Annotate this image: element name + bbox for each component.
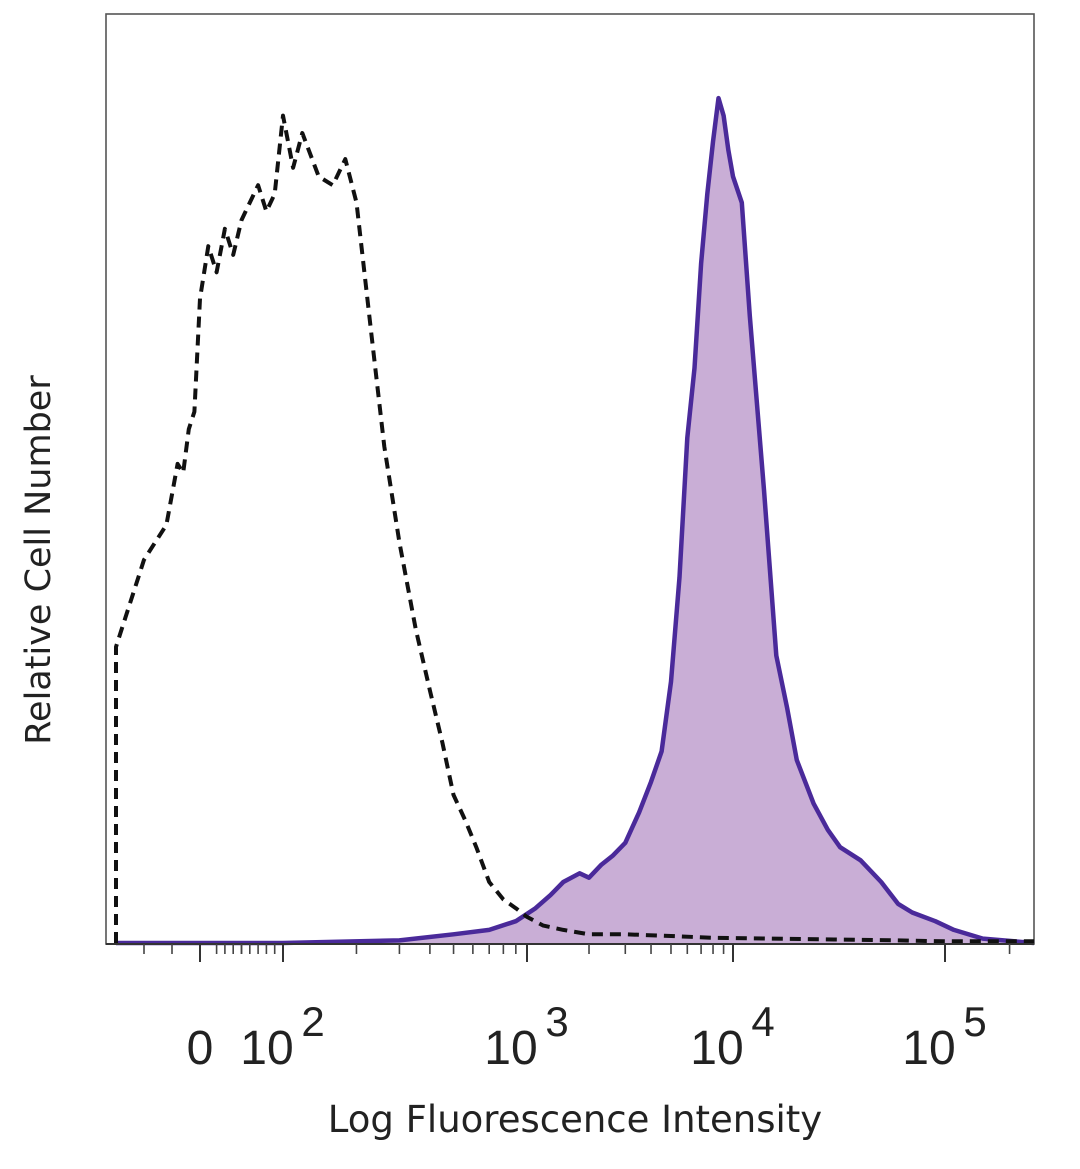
x-axis-title: Log Fluorescence Intensity xyxy=(328,1098,822,1141)
x-tick-label: 10 xyxy=(240,1022,293,1075)
x-tick-exponent: 4 xyxy=(751,998,774,1045)
x-tick-exponent: 2 xyxy=(301,998,324,1045)
series-1-line xyxy=(116,95,1035,946)
series-0-line xyxy=(114,113,1034,944)
x-tick-label: 10 xyxy=(902,1022,955,1075)
x-tick-label: 10 xyxy=(690,1022,743,1075)
x-tick-exponent: 3 xyxy=(545,998,568,1045)
x-tick-exponent: 5 xyxy=(963,998,986,1045)
x-tick-label: 0 xyxy=(187,1022,214,1075)
y-axis-title: Relative Cell Number xyxy=(19,375,59,745)
plot-frame xyxy=(105,13,1035,945)
x-ticks xyxy=(143,944,1011,962)
series-1-fill xyxy=(116,98,1034,944)
series-layer xyxy=(114,95,1035,946)
x-tick-label: 10 xyxy=(484,1022,537,1075)
